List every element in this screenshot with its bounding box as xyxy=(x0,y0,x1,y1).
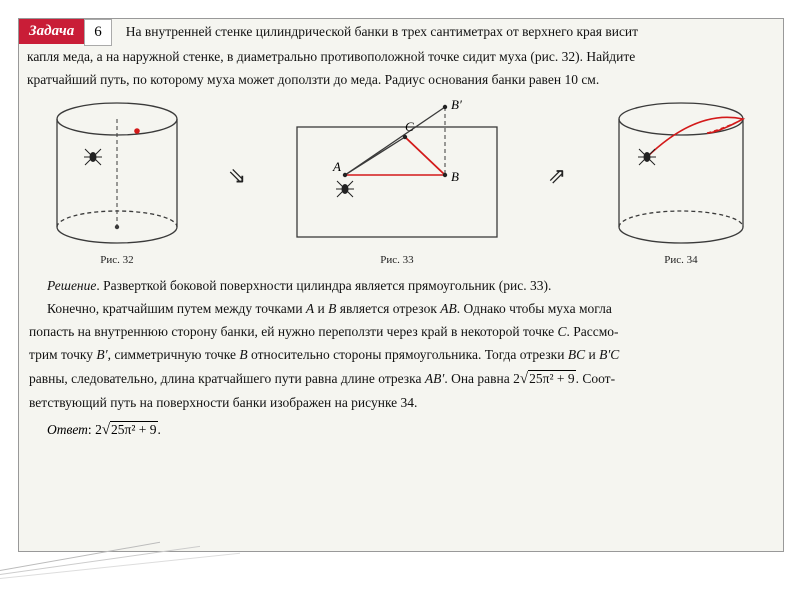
page: Задача 6 На внутренней стенке цилиндриче… xyxy=(18,18,784,552)
arrow-right-2: ⇗ xyxy=(548,163,566,189)
svg-text:C: C xyxy=(405,119,414,134)
solution-p6: ветствующий путь на поверхности банки из… xyxy=(29,393,773,414)
problem-first-line: На внутренней стенке цилиндрической банк… xyxy=(112,19,783,42)
task-badge: Задача xyxy=(19,19,84,44)
arrow-right-1: ⇘ xyxy=(228,163,246,189)
solution-p4: трим точку B′, симметричную точке B отно… xyxy=(29,345,773,366)
sqrt-icon-2: √ xyxy=(102,422,110,438)
sqrt-icon: √ xyxy=(520,371,528,387)
task-number: 6 xyxy=(84,19,112,46)
fig34-svg xyxy=(597,97,765,252)
solution-p5: равны, следовательно, длина кратчайшего … xyxy=(29,368,773,391)
answer-line: Ответ: 2√25π² + 9. xyxy=(19,420,783,441)
problem-line3: кратчайший путь, по которому муха может … xyxy=(19,69,783,92)
figure-34: Рис. 34 xyxy=(597,97,765,266)
fig32-svg xyxy=(37,97,197,252)
solution-p3: попасть на внутреннюю сторону банки, ей … xyxy=(29,322,773,343)
header-row: Задача 6 На внутренней стенке цилиндриче… xyxy=(19,19,783,46)
figure-32: Рис. 32 xyxy=(37,97,197,266)
fig34-caption: Рис. 34 xyxy=(597,254,765,266)
svg-text:B′: B′ xyxy=(451,97,462,112)
fig32-caption: Рис. 32 xyxy=(37,254,197,266)
figure-33: A B B′ C Рис. 33 xyxy=(277,97,517,266)
svg-text:A: A xyxy=(332,159,341,174)
solution-p1: Решение. Разверткой боковой поверхности … xyxy=(29,276,773,297)
problem-line2: капля меда, а на наружной стенке, в диам… xyxy=(19,46,783,69)
figures-row: Рис. 32 ⇘ A B B′ C xyxy=(19,91,783,266)
svg-text:B: B xyxy=(451,169,459,184)
solution-p2: Конечно, кратчайшим путем между точками … xyxy=(29,299,773,320)
solution-block: Решение. Разверткой боковой поверхности … xyxy=(19,266,783,420)
fig33-svg: A B B′ C xyxy=(277,97,517,252)
fig33-caption: Рис. 33 xyxy=(277,254,517,266)
